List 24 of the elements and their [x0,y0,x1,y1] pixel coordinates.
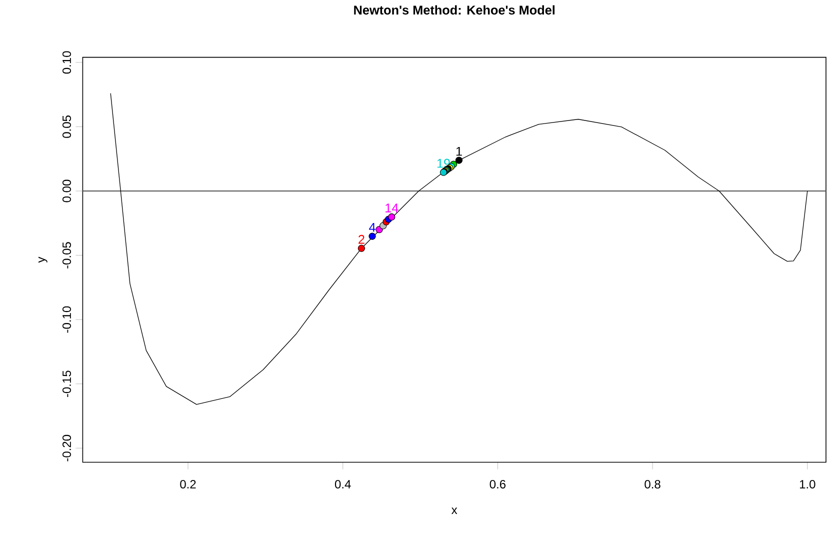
x-tick-label: 0.2 [180,480,196,488]
y-tick-label: 0.00 [62,180,72,202]
point [388,213,396,221]
y-tick-label: -0.05 [62,242,72,268]
x-axis-title: x [451,508,458,514]
y-tick-label: -0.15 [62,370,72,397]
point [358,244,365,252]
series-label: 14 [386,204,398,212]
x-tick-label: 0.8 [644,480,660,488]
line-series [110,92,808,405]
x-tick-label: 0.4 [334,480,351,488]
y-axis-title: y [38,256,48,263]
series-label: 1 [456,146,462,156]
series-label: 2 [358,234,364,244]
y-tick-label: 0.10 [62,51,72,74]
y-tick-label: -0.20 [62,434,72,462]
point [368,232,376,240]
point [455,156,463,164]
x-tick-label: 0.6 [490,480,506,488]
series-label: 4 [369,222,376,232]
y-tick-label: 0.05 [62,116,72,138]
y-tick-label: -0.10 [62,306,72,333]
chart-title: Newton's Method: Kehoe's Model [354,5,554,15]
x-tick-label: 1.0 [800,480,816,488]
